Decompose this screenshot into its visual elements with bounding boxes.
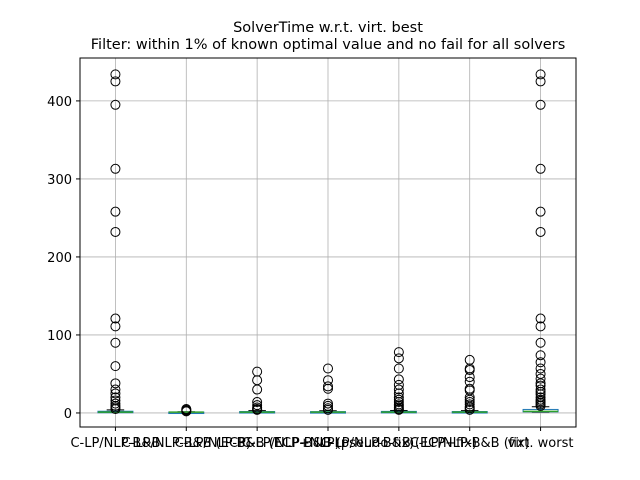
outlier-point: [535, 350, 546, 361]
outlier-point: [110, 163, 121, 174]
outlier-point: [535, 368, 546, 379]
outlier-point: [535, 226, 546, 237]
outlier-point: [535, 99, 546, 110]
outlier-point: [110, 378, 121, 389]
outlier-point: [181, 404, 192, 415]
outlier-point: [323, 403, 333, 414]
outlier-point: [252, 366, 263, 377]
outlier-point: [464, 397, 475, 408]
outlier-point: [535, 76, 546, 87]
outlier-point: [110, 361, 121, 372]
outlier-point: [535, 337, 546, 348]
outlier-point: [393, 399, 404, 410]
outlier-point: [464, 383, 475, 394]
outlier-point: [393, 394, 404, 405]
outlier-point: [110, 392, 121, 403]
x-tick-label: C-LP/NLP-B&B (ECP+NLP): [175, 436, 340, 451]
outlier-point: [535, 363, 546, 374]
x-tick-label: virt. worst: [508, 436, 574, 451]
outlier-point: [393, 347, 404, 358]
outlier-point: [393, 363, 404, 374]
y-tick-label: 200: [47, 251, 72, 266]
y-tick-label: 100: [47, 329, 72, 344]
outlier-point: [323, 381, 333, 392]
outlier-point: [535, 163, 546, 174]
outlier-point: [110, 388, 121, 399]
outlier-point: [535, 394, 546, 405]
outlier-point: [535, 357, 546, 368]
x-tick-label: C-LP/NLP-B&B: [70, 436, 160, 451]
outlier-point: [535, 384, 546, 395]
x-axis: C-LP/NLP-B&BC-LP/NLP-B&B (ECP)C-LP/NLP-B…: [70, 427, 573, 451]
outlier-point: [110, 398, 121, 409]
outlier-point: [535, 373, 546, 384]
outlier-point: [323, 398, 333, 409]
outlier-point: [393, 353, 404, 364]
grid-layer: [80, 58, 576, 427]
y-tick-label: 300: [47, 173, 72, 188]
outlier-point: [110, 337, 121, 348]
outlier-point: [393, 392, 404, 403]
y-tick-label: 400: [47, 95, 72, 110]
x-tick-label: C-LP/NLP-B&B (ECP+fix): [321, 436, 477, 451]
outlier-point: [110, 206, 121, 217]
outlier-point: [393, 374, 404, 385]
outlier-point: [393, 379, 404, 390]
outlier-point: [110, 99, 121, 110]
outlier-point: [464, 376, 475, 387]
outlier-point: [110, 226, 121, 237]
x-tick-label: C-LP/NLP-B&B (ECP): [122, 436, 251, 451]
outlier-point: [110, 384, 121, 395]
outlier-point: [464, 399, 475, 410]
chart-title: SolverTime w.r.t. virt. best: [233, 20, 423, 36]
outlier-point: [110, 395, 121, 406]
outlier-point: [252, 397, 263, 408]
outlier-point: [110, 69, 121, 80]
outlier-point: [535, 321, 546, 332]
outlier-point: [464, 354, 475, 365]
outlier-point: [323, 400, 333, 411]
outlier-point: [535, 69, 546, 80]
outlier-point: [323, 363, 333, 374]
outlier-point: [323, 375, 333, 386]
y-axis: 0 100 200 300 400: [47, 95, 80, 422]
outlier-point: [535, 380, 546, 391]
x-tick-label: C-LP/NLP-B&B (fix): [410, 436, 530, 451]
outlier-point: [393, 384, 404, 395]
y-tick-label: 0: [64, 407, 72, 422]
outlier-point: [110, 76, 121, 87]
outlier-point: [535, 392, 546, 403]
chart-subtitle: Filter: within 1% of known optimal value…: [91, 37, 566, 53]
x-tick-label: C-LP/NLP-B&B (pseudo-fix): [242, 436, 415, 451]
outlier-point: [252, 400, 263, 411]
outlier-point: [535, 313, 546, 324]
outlier-point: [535, 206, 546, 217]
outlier-layer: [110, 69, 546, 417]
outlier-point: [110, 321, 121, 332]
outlier-point: [110, 313, 121, 324]
outlier-point: [252, 402, 263, 413]
